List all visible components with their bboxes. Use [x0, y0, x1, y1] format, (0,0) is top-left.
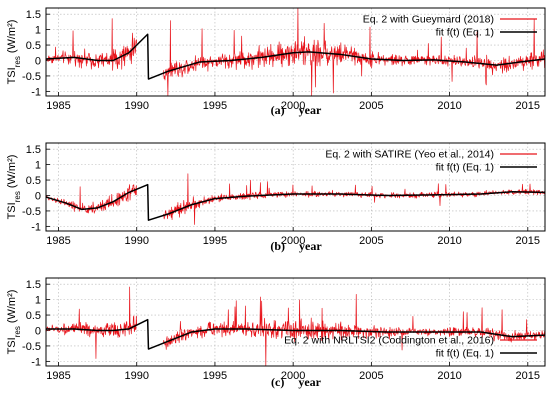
y-tick-label: 0 — [35, 55, 41, 67]
x-tick-label: 1990 — [124, 235, 148, 247]
y-tick-label: -1 — [31, 86, 41, 98]
legend-label-fit: fit f(t) (Eq. 1) — [436, 27, 494, 39]
x-tick-label: 2000 — [281, 370, 305, 382]
y-tick-label: 1 — [35, 25, 41, 37]
x-tick-label: 2010 — [437, 100, 461, 112]
x-tick-label: 1985 — [46, 100, 70, 112]
y-tick-label: 1.5 — [26, 9, 41, 21]
x-tick-label: 2005 — [359, 235, 383, 247]
y-tick-label: 0 — [35, 190, 41, 202]
x-tick-label: 2000 — [281, 100, 305, 112]
legend-label-fit: fit f(t) (Eq. 1) — [436, 162, 494, 174]
y-tick-label: 1 — [35, 160, 41, 172]
y-tick-label: -1 — [31, 221, 41, 233]
x-tick-label: 2010 — [437, 370, 461, 382]
legend-label-residual: Eq. 2 with Gueymard (2018) — [363, 14, 494, 26]
y-tick-label: 1.5 — [26, 144, 41, 156]
y-tick-label: 0.5 — [26, 40, 41, 52]
legend: Eq. 2 with Gueymard (2018)fit f(t) (Eq. … — [363, 14, 537, 39]
y-tick-label: -1 — [31, 356, 41, 368]
x-tick-label: 1990 — [124, 370, 148, 382]
x-tick-label: 2005 — [359, 100, 383, 112]
plot-frame — [45, 7, 546, 97]
x-tick-label: 2015 — [516, 235, 540, 247]
series-fit-line — [45, 33, 546, 80]
x-tick-label: 1995 — [203, 370, 227, 382]
series-fit-line — [45, 183, 546, 221]
x-tick-label: 1985 — [46, 235, 70, 247]
legend-label-fit: fit f(t) (Eq. 1) — [436, 348, 494, 360]
y-tick-label: 0.5 — [26, 175, 41, 187]
x-tick-label: 1995 — [203, 100, 227, 112]
legend: Eq. 2 with NRLTSI2 (Coddington et al., 2… — [284, 335, 537, 360]
y-axis-label: TSIres(W/m²) — [6, 155, 22, 220]
x-tick-label: 2000 — [281, 235, 305, 247]
legend-label-residual: Eq. 2 with NRLTSI2 (Coddington et al., 2… — [284, 335, 494, 347]
y-tick-label: 1 — [35, 295, 41, 307]
x-tick-label: 2005 — [359, 370, 383, 382]
series-fit-line — [46, 318, 546, 350]
chart-panel-b: -1 -0.5 0 0.5 1 1.5 1985 1990 1995 2000 2005 2010 20… — [6, 142, 546, 253]
x-tick-label: 2015 — [516, 370, 540, 382]
chart-panel-a: -1 -0.5 0 0.5 1 1.5 1985 1990 1995 2000 2005 2010 20… — [6, 7, 546, 117]
x-tick-label: 1995 — [203, 235, 227, 247]
series-residual-line — [45, 8, 546, 96]
x-tick-label: 2010 — [437, 235, 461, 247]
panel-caption: (b) year — [270, 239, 322, 253]
y-tick-label: -0.5 — [22, 206, 41, 218]
y-axis-label: TSIres(W/m²) — [6, 20, 22, 85]
legend: Eq. 2 with SATIRE (Yeo et al., 2014)fit … — [325, 149, 537, 174]
panel-caption: (a) year — [271, 103, 322, 117]
x-tick-label: 1990 — [124, 100, 148, 112]
y-tick-label: -0.5 — [22, 341, 41, 353]
panel-caption: (c) year — [271, 375, 322, 389]
x-tick-label: 1985 — [46, 370, 70, 382]
y-tick-label: -0.5 — [22, 71, 41, 83]
plot-frame — [45, 142, 546, 232]
y-axis-label: TSIres(W/m²) — [6, 290, 22, 355]
x-tick-label: 2015 — [516, 100, 540, 112]
y-tick-label: 0 — [35, 325, 41, 337]
chart-panel-c: -1 -0.5 0 0.5 1 1.5 1985 1990 1995 2000 2005 2010 20… — [6, 277, 546, 389]
plot-frame — [45, 277, 546, 367]
y-tick-label: 0.5 — [26, 310, 41, 322]
legend-label-residual: Eq. 2 with SATIRE (Yeo et al., 2014) — [325, 149, 494, 161]
y-tick-label: 1.5 — [26, 279, 41, 291]
